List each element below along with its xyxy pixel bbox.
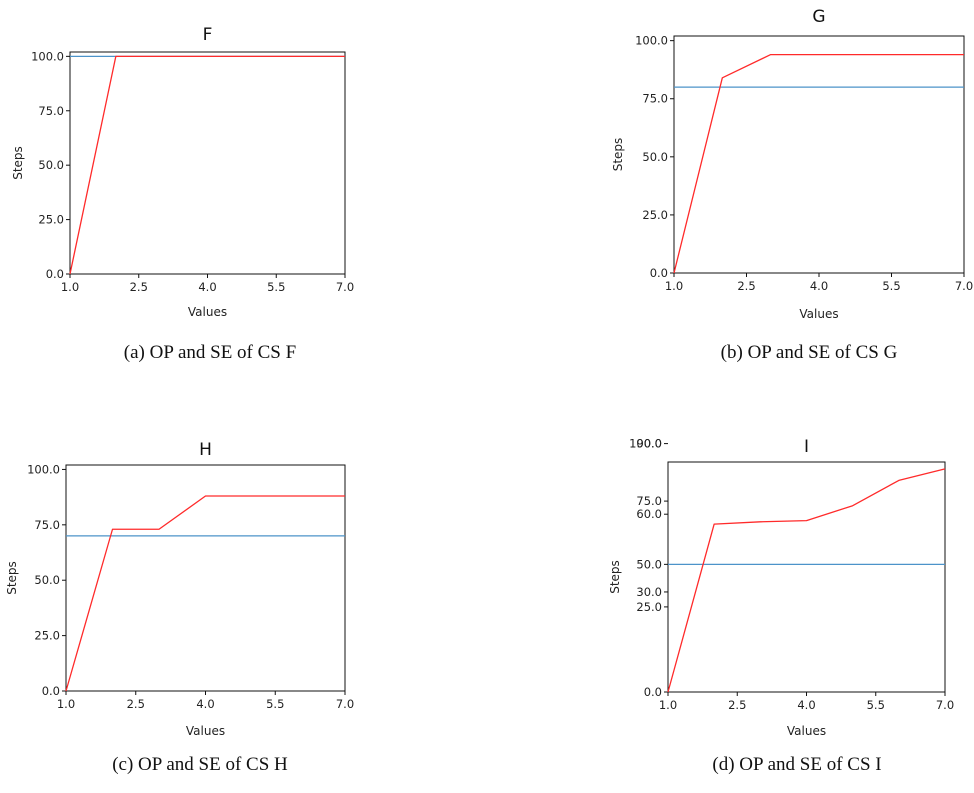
red-series-line-g: [673, 53, 964, 274]
x-tick-label-i: 5.5: [867, 698, 885, 712]
x-tick-label-h: 5.5: [266, 697, 284, 711]
chart-panel-i: I 1.0 2.5 4.0 5.5 7.0 0.0 25.0 30.0 50.0 60.0 75.0 1…: [487, 396, 974, 793]
x-tick-label-i: 2.5: [728, 698, 746, 712]
chart-panel-f: F 1.0 2.5 4.0 5.5 7.0 0.0 25.0 50.0 75.0 100.0 Valu…: [0, 0, 487, 396]
y-tick-label-h: 0.0: [42, 684, 60, 698]
y-tick-label-f: 50.0: [38, 158, 64, 172]
caption-g: (b) OP and SE of CS G: [720, 342, 898, 363]
plot-area-g: [673, 35, 965, 274]
x-tick-label-h: 4.0: [196, 697, 214, 711]
x-tick-label-h: 1.0: [57, 697, 75, 711]
caption-i: (d) OP and SE of CS I: [712, 754, 882, 775]
red-series-line-h: [65, 495, 345, 692]
x-axis-label-h: Values: [186, 724, 225, 738]
x-tick-label-g: 7.0: [955, 279, 973, 293]
red-series-line-i: [667, 468, 946, 693]
x-axis-label-g: Values: [799, 307, 838, 321]
caption-f: (a) OP and SE of CS F: [123, 342, 297, 363]
x-tick-label-g: 2.5: [737, 279, 755, 293]
chart-panel-h: H 1.0 2.5 4.0 5.5 7.0 0.0 25.0 50.0 75.0 100.0 Valu…: [0, 396, 487, 793]
y-tick-label-i: 100.0: [629, 437, 662, 451]
y-tick-label-h: 50.0: [34, 573, 60, 587]
x-tick-label-i: 1.0: [659, 698, 677, 712]
y-tick-label-g: 75.0: [642, 92, 668, 106]
y-tick-label-i: 50.0: [636, 557, 662, 571]
plot-area-h: [65, 464, 346, 692]
x-tick-label-g: 1.0: [665, 279, 683, 293]
y-tick-label-h: 25.0: [34, 629, 60, 643]
y-axis-label-f: Steps: [11, 146, 25, 180]
y-tick-label-i: 0.0: [644, 685, 662, 699]
x-axis-label-f: Values: [188, 305, 227, 319]
y-tick-label-g: 25.0: [642, 208, 668, 222]
chart-g: G 1.0 2.5 4.0 5.5 7.0 0.0 25.0 50.0 75.0 100.0 Valu…: [611, 7, 973, 321]
chart-title-h: H: [199, 440, 212, 460]
y-tick-label-g: 0.0: [650, 266, 668, 280]
chart-title-f: F: [203, 25, 213, 45]
chart-i: I 1.0 2.5 4.0 5.5 7.0 0.0 25.030.0 50.0 60.075.0 1…: [608, 437, 954, 738]
y-tick-label-i: 30.0: [636, 585, 662, 599]
x-axis-label-i: Values: [787, 724, 826, 738]
plot-area-f: [69, 51, 346, 275]
y-tick-label-i: 25.0: [636, 600, 662, 614]
x-tick-label-i: 7.0: [936, 698, 954, 712]
x-tick-label-f: 1.0: [61, 280, 79, 294]
y-tick-label-i: 75.0: [636, 494, 662, 508]
y-tick-label-h: 100.0: [27, 462, 60, 476]
chart-title-i: I: [804, 437, 809, 457]
y-tick-label-f: 0.0: [46, 267, 64, 281]
x-tick-label-f: 2.5: [130, 280, 148, 294]
y-axis-label-g: Steps: [611, 138, 625, 172]
chart-h: H 1.0 2.5 4.0 5.5 7.0 0.0 25.0 50.0 75.0 100.0 Valu…: [5, 440, 354, 738]
y-tick-label-i: 60.0: [636, 507, 662, 521]
y-tick-label-f: 25.0: [38, 213, 64, 227]
x-tick-label-g: 4.0: [810, 279, 828, 293]
caption-h: (c) OP and SE of CS H: [112, 754, 288, 775]
y-axis-label-i: Steps: [608, 560, 622, 594]
x-tick-label-h: 7.0: [336, 697, 354, 711]
chart-title-g: G: [812, 7, 825, 27]
x-tick-label-g: 5.5: [882, 279, 900, 293]
plot-area-i: [667, 461, 946, 693]
y-tick-label-i: 90.0: [636, 437, 662, 451]
y-tick-label-h: 75.0: [34, 518, 60, 532]
x-tick-label-f: 7.0: [336, 280, 354, 294]
y-tick-label-g: 50.0: [642, 150, 668, 164]
x-tick-label-f: 5.5: [267, 280, 285, 294]
red-series-line-f: [69, 55, 345, 275]
y-tick-label-f: 75.0: [38, 104, 64, 118]
x-tick-label-f: 4.0: [198, 280, 216, 294]
y-tick-label-f: 100.0: [31, 49, 64, 63]
x-tick-label-h: 2.5: [127, 697, 145, 711]
y-axis-label-h: Steps: [5, 561, 19, 595]
chart-f: F 1.0 2.5 4.0 5.5 7.0 0.0 25.0 50.0 75.0 100.0 Valu…: [11, 25, 354, 319]
chart-panel-g: G 1.0 2.5 4.0 5.5 7.0 0.0 25.0 50.0 75.0 100.0 Valu…: [487, 0, 974, 396]
x-tick-label-i: 4.0: [797, 698, 815, 712]
y-tick-label-g: 100.0: [635, 34, 668, 48]
